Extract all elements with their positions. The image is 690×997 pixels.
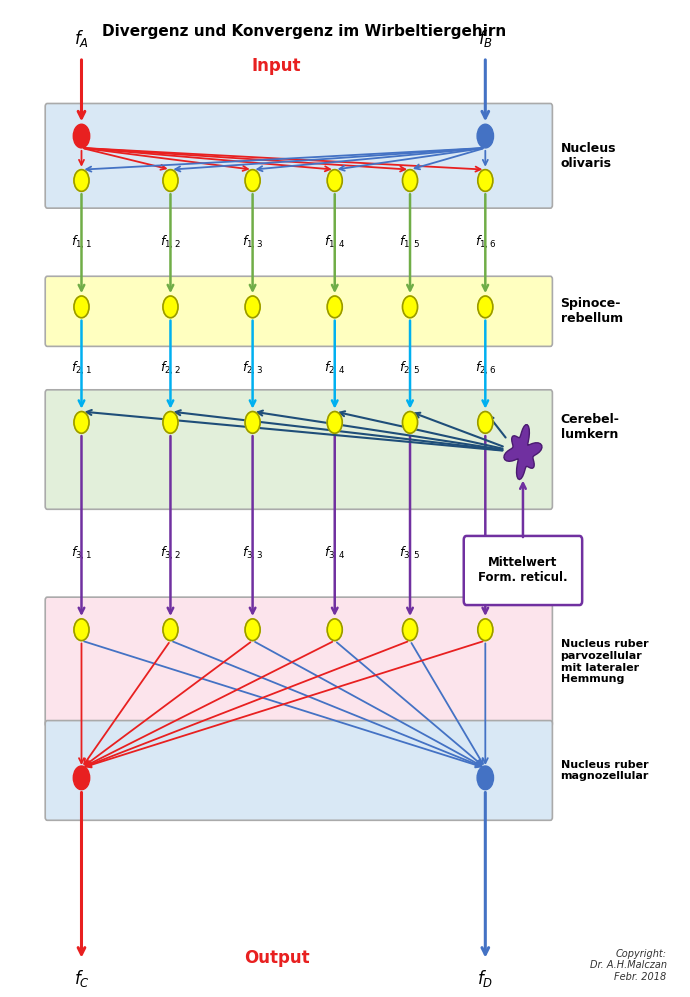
Circle shape <box>245 619 260 641</box>
FancyBboxPatch shape <box>46 721 553 821</box>
Text: $f_{3,4}$: $f_{3,4}$ <box>324 544 346 562</box>
Text: $f_{1,5}$: $f_{1,5}$ <box>400 233 421 251</box>
Text: $f_{3,1}$: $f_{3,1}$ <box>71 544 92 562</box>
Text: $f_{2,4}$: $f_{2,4}$ <box>324 359 346 377</box>
Circle shape <box>73 766 90 790</box>
Text: $f_{3,5}$: $f_{3,5}$ <box>400 544 421 562</box>
Circle shape <box>477 125 493 148</box>
Circle shape <box>477 619 493 641</box>
FancyBboxPatch shape <box>46 390 553 509</box>
Circle shape <box>74 296 89 318</box>
Text: $f_{3,6}$: $f_{3,6}$ <box>475 544 496 562</box>
Circle shape <box>402 296 417 318</box>
Text: Output: Output <box>244 948 309 967</box>
Circle shape <box>327 619 342 641</box>
Circle shape <box>74 412 89 434</box>
Circle shape <box>245 412 260 434</box>
Circle shape <box>163 296 178 318</box>
Text: $f_{2,5}$: $f_{2,5}$ <box>400 359 421 377</box>
Circle shape <box>163 619 178 641</box>
Circle shape <box>477 766 493 790</box>
Text: Nucleus ruber
magnozellular: Nucleus ruber magnozellular <box>560 760 649 782</box>
Polygon shape <box>504 425 542 480</box>
Text: $f_{3,3}$: $f_{3,3}$ <box>242 544 264 562</box>
Circle shape <box>74 619 89 641</box>
Text: $f_C$: $f_C$ <box>74 968 90 989</box>
Text: $f_{1,1}$: $f_{1,1}$ <box>71 233 92 251</box>
Text: Input: Input <box>252 57 302 75</box>
Circle shape <box>402 412 417 434</box>
Circle shape <box>74 169 89 191</box>
Circle shape <box>163 412 178 434</box>
FancyBboxPatch shape <box>46 104 553 208</box>
Text: $f_{2,1}$: $f_{2,1}$ <box>71 359 92 377</box>
Text: $f_{3,2}$: $f_{3,2}$ <box>160 544 181 562</box>
Text: $f_{1,2}$: $f_{1,2}$ <box>160 233 181 251</box>
Circle shape <box>163 169 178 191</box>
Circle shape <box>477 412 493 434</box>
Text: $f_{2,2}$: $f_{2,2}$ <box>160 359 181 377</box>
Circle shape <box>73 125 90 148</box>
Circle shape <box>477 296 493 318</box>
Text: $f_{2,6}$: $f_{2,6}$ <box>475 359 496 377</box>
Text: $f_B$: $f_B$ <box>477 28 493 49</box>
Circle shape <box>477 169 493 191</box>
Text: Mittelwert
Form. reticul.: Mittelwert Form. reticul. <box>478 556 568 584</box>
Text: Copyright:
Dr. A.H.Malczan
Febr. 2018: Copyright: Dr. A.H.Malczan Febr. 2018 <box>590 948 667 982</box>
Text: Cerebel-
lumkern: Cerebel- lumkern <box>560 413 620 441</box>
FancyBboxPatch shape <box>464 536 582 605</box>
Text: $f_{1,6}$: $f_{1,6}$ <box>475 233 496 251</box>
Text: $f_D$: $f_D$ <box>477 968 493 989</box>
Circle shape <box>327 412 342 434</box>
Circle shape <box>327 296 342 318</box>
Text: $f_A$: $f_A$ <box>74 28 89 49</box>
FancyBboxPatch shape <box>46 597 553 727</box>
Text: Nucleus ruber
parvozellular
mit lateraler
Hemmung: Nucleus ruber parvozellular mit laterale… <box>560 639 648 684</box>
Circle shape <box>327 169 342 191</box>
Text: Spinoce-
rebellum: Spinoce- rebellum <box>560 297 622 325</box>
Circle shape <box>245 296 260 318</box>
Text: Nucleus
olivaris: Nucleus olivaris <box>560 142 616 169</box>
Circle shape <box>402 619 417 641</box>
Text: $f_{1,4}$: $f_{1,4}$ <box>324 233 346 251</box>
Text: $f_{2,3}$: $f_{2,3}$ <box>242 359 264 377</box>
Text: $f_{1,3}$: $f_{1,3}$ <box>242 233 264 251</box>
FancyBboxPatch shape <box>46 276 553 346</box>
Circle shape <box>245 169 260 191</box>
Circle shape <box>402 169 417 191</box>
Text: Divergenz und Konvergenz im Wirbeltiergehirn: Divergenz und Konvergenz im Wirbeltierge… <box>102 25 506 40</box>
